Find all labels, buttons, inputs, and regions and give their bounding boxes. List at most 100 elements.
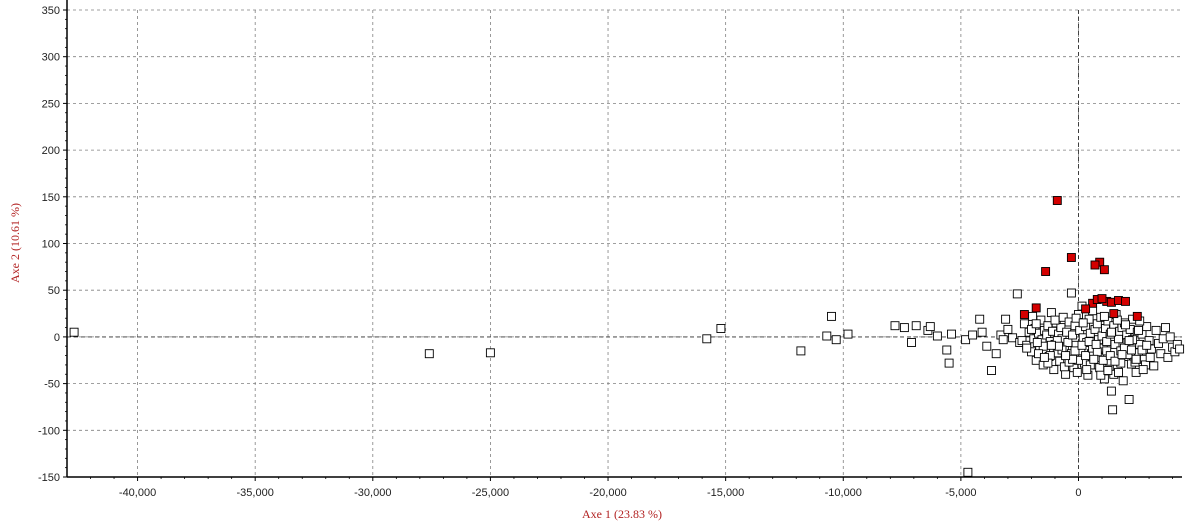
data-point [890,321,900,331]
highlighted-point [1081,304,1091,314]
data-point [911,321,921,331]
gridlines [67,9,1182,477]
data-point [1061,369,1071,379]
highlighted-point [1031,303,1041,313]
y-axis-title: Axe 2 (10.61 %) [8,203,22,283]
data-point [1102,337,1112,347]
data-point [702,334,712,344]
data-point [1031,319,1041,329]
highlighted-point [1066,253,1076,262]
x-tick-label: -35,000 [237,487,274,499]
data-point [1091,339,1101,349]
data-point [1114,367,1123,377]
data-point [1027,324,1036,334]
y-tick-label: 300 [42,52,60,64]
data-point [1063,338,1073,347]
highlighted-point [1099,265,1109,275]
data-point [1078,318,1088,328]
data-point [1108,405,1118,415]
data-point [1046,308,1056,318]
data-point [1134,325,1143,335]
x-tick-label: -10,000 [825,487,862,499]
x-axis-title: Axe 1 (23.83 %) [582,507,662,521]
data-point [1072,367,1082,377]
highlighted-point [1019,310,1029,319]
y-tick-label: -50 [44,379,60,391]
data-point [1098,355,1108,365]
y-tick-label: 350 [42,5,60,17]
data-point [1121,320,1130,330]
data-point [963,467,973,477]
data-point [1175,344,1185,354]
y-tick-label: 50 [48,285,60,297]
x-tick-label: -25,000 [472,487,509,499]
data-point [932,331,942,341]
highlighted-point [1097,294,1107,304]
data-point [987,366,996,375]
data-point [899,323,909,333]
data-point [1095,363,1105,373]
data-point [1124,336,1134,346]
data-point [796,346,806,356]
data-point [1106,327,1116,337]
data-point [1028,311,1038,321]
data-point [944,358,954,368]
data-point [1092,347,1102,357]
data-point [1145,352,1155,362]
data-point [1022,343,1032,353]
data-point [1131,354,1141,364]
data-point [1008,333,1018,343]
x-tick-label: -5,000 [945,487,976,499]
data-point [827,311,836,321]
data-point [716,324,726,333]
x-tick-label: 0 [1075,487,1081,499]
data-point [1001,314,1011,324]
highlighted-point [1121,296,1130,306]
data-point [1117,350,1127,360]
data-point [1071,313,1081,323]
data-point [1082,365,1092,375]
data-point [1061,351,1071,361]
data-point [1012,289,1022,299]
data-point [1017,336,1027,346]
highlighted-point [1109,309,1119,319]
data-point [998,335,1008,345]
data-point [977,327,987,337]
data-point [1099,311,1109,321]
data-point [907,338,916,347]
data-point [1138,365,1148,375]
data-point [961,335,971,345]
data-point [1046,340,1056,350]
x-tick-label: -20,000 [589,487,626,499]
data-point [1066,288,1076,298]
data-point [1151,325,1161,335]
data-point [925,322,935,332]
y-axis-ticks: -150 -100 -50 0 50 100 150 200 250 300 350 [38,5,67,484]
data-point [1059,362,1069,372]
y-tick-label: -150 [38,472,60,484]
data-point [1137,345,1147,355]
data-point [1161,323,1170,333]
data-point [1032,338,1042,347]
highlighted-point [1052,196,1062,205]
y-tick-label: 250 [42,98,60,110]
data-point [1118,376,1128,386]
highlighted-point [1132,311,1142,321]
data-point [1163,352,1173,362]
data-point [69,327,79,337]
data-point [1081,351,1091,361]
data-point [975,314,985,324]
data-point [1050,315,1060,325]
data-point [982,341,992,351]
data-point [1019,319,1029,329]
data-point [968,330,978,340]
data-point [1056,323,1066,333]
y-tick-label: 0 [54,332,60,344]
data-point [1106,386,1116,396]
data-point [1049,365,1059,375]
data-point [1110,356,1120,366]
data-point [942,345,952,355]
data-point [1055,356,1065,366]
highlighted-point [1090,260,1100,270]
